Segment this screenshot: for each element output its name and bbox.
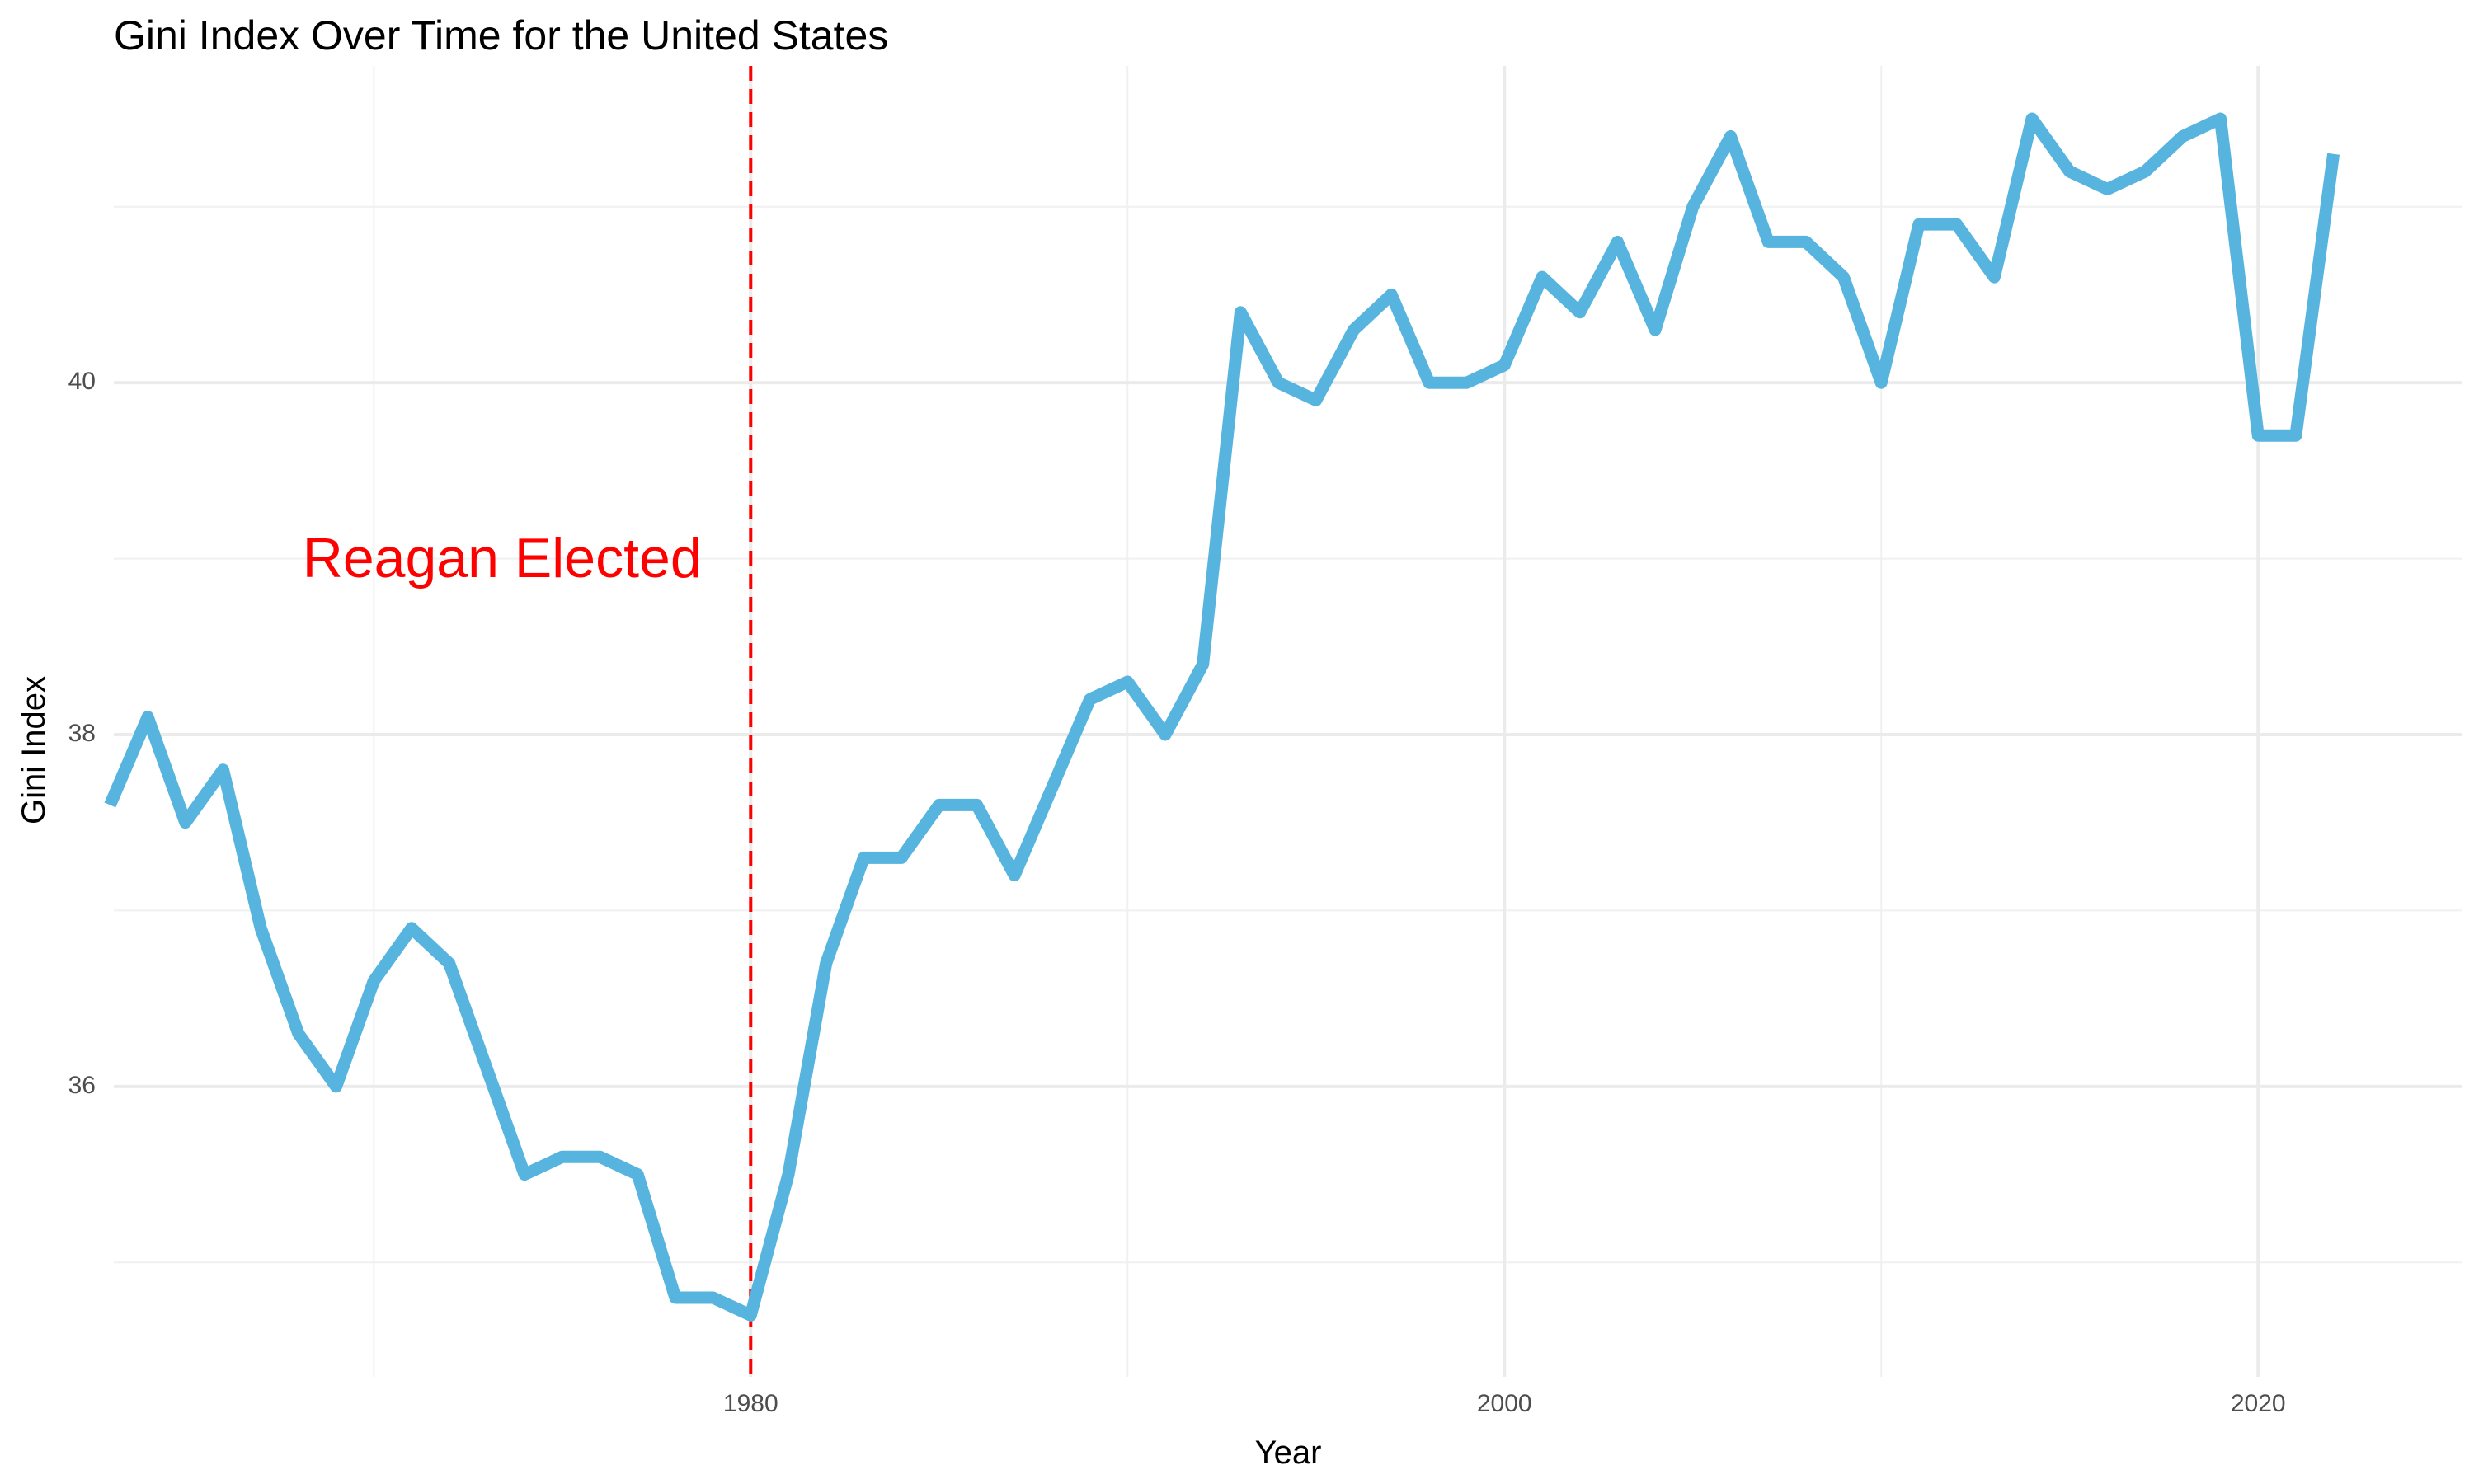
x-axis-ticks: 1980 2000 2020: [723, 1390, 2286, 1417]
chart-title: Gini Index Over Time for the United Stat…: [114, 12, 888, 59]
x-tick-label: 1980: [723, 1390, 778, 1417]
y-axis-ticks: 36 38 40: [68, 368, 96, 1099]
y-tick-label: 38: [68, 720, 96, 747]
x-axis-title: Year: [1255, 1435, 1322, 1471]
y-tick-label: 40: [68, 368, 96, 395]
gini-index-line: [110, 119, 2333, 1315]
series: [110, 119, 2333, 1315]
y-axis-title: Gini Index: [16, 676, 52, 824]
x-tick-label: 2000: [1477, 1390, 1532, 1417]
reagan-elected-label: Reagan Elected: [303, 527, 702, 589]
annotations: Reagan Elected: [303, 527, 702, 589]
grid: [114, 66, 2462, 1377]
x-tick-label: 2020: [2231, 1390, 2286, 1417]
y-tick-label: 36: [68, 1072, 96, 1099]
